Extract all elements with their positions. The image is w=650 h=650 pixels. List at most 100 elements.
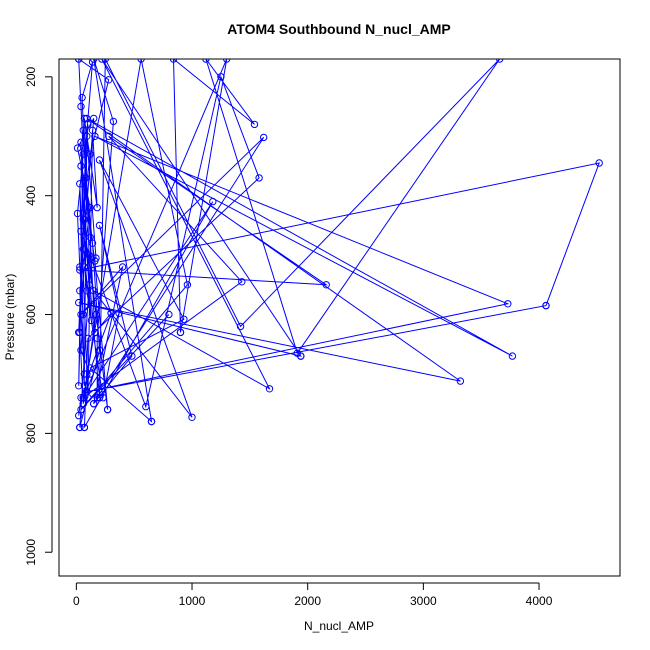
data-point xyxy=(95,156,104,164)
data-point xyxy=(137,59,145,63)
data-point xyxy=(99,394,107,402)
data-point xyxy=(81,174,90,182)
data-point xyxy=(169,59,178,63)
data-point xyxy=(98,59,106,63)
data-point xyxy=(75,382,83,390)
data-point xyxy=(80,114,89,123)
data-point xyxy=(265,385,274,393)
data-point xyxy=(238,278,246,286)
data-point xyxy=(188,413,196,421)
data-point xyxy=(77,346,85,354)
data-point xyxy=(75,298,83,307)
data-point xyxy=(118,263,127,271)
data-point xyxy=(508,352,517,360)
data-point xyxy=(496,59,504,63)
data-point xyxy=(81,144,90,152)
y-tick-label: 400 xyxy=(24,185,38,205)
data-point xyxy=(79,310,88,319)
data-point xyxy=(86,203,94,212)
data-point xyxy=(107,309,115,317)
data-point xyxy=(255,174,263,182)
plot-frame xyxy=(58,58,621,577)
data-point xyxy=(95,346,104,354)
data-point xyxy=(84,120,92,129)
data-point xyxy=(147,417,156,426)
data-point xyxy=(595,159,603,167)
data-point xyxy=(165,310,173,319)
data-point xyxy=(109,117,118,126)
data-point xyxy=(80,263,89,271)
data-point xyxy=(456,377,465,385)
data-point xyxy=(79,126,88,135)
data-point xyxy=(293,349,301,357)
data-point xyxy=(322,281,330,289)
data-point xyxy=(78,93,86,102)
data-point xyxy=(73,209,82,218)
data-point xyxy=(77,162,85,170)
data-point xyxy=(115,309,123,317)
data-point xyxy=(142,402,150,411)
data-point xyxy=(95,394,104,402)
data-point xyxy=(75,328,83,337)
data-point xyxy=(209,197,217,206)
data-point xyxy=(76,423,84,432)
data-point xyxy=(504,300,512,308)
data-point xyxy=(260,133,268,142)
data-point xyxy=(103,405,112,414)
data-point xyxy=(77,227,85,236)
series-line xyxy=(76,59,600,428)
x-axis: 0 1000 2000 3000 4000 xyxy=(73,582,553,608)
data-point xyxy=(223,59,231,63)
data-point xyxy=(77,405,85,414)
data-point xyxy=(90,59,98,63)
y-tick-label: 200 xyxy=(24,66,38,86)
data-point xyxy=(77,138,85,146)
data-point xyxy=(217,73,225,81)
series-layer xyxy=(73,59,603,432)
data-point xyxy=(77,102,85,111)
data-point xyxy=(92,310,100,319)
data-point xyxy=(80,382,89,390)
data-point xyxy=(105,76,113,84)
chart-title: ATOM4 Southbound N_nucl_AMP xyxy=(227,21,450,37)
data-point xyxy=(183,281,192,289)
data-point xyxy=(80,215,89,224)
data-point xyxy=(90,114,98,123)
data-point xyxy=(88,239,97,247)
data-point xyxy=(250,120,259,129)
data-point xyxy=(79,394,88,402)
x-tick-label: 0 xyxy=(73,594,80,608)
x-tick-label: 3000 xyxy=(410,594,437,608)
data-point xyxy=(76,287,84,295)
x-tick-label: 2000 xyxy=(294,594,321,608)
data-point xyxy=(176,328,185,337)
data-point xyxy=(85,251,93,259)
data-point xyxy=(90,400,98,408)
x-axis-label: N_nucl_AMP xyxy=(304,619,374,633)
x-tick-label: 1000 xyxy=(179,594,206,608)
data-point xyxy=(84,394,92,402)
data-point xyxy=(73,144,82,152)
y-tick-label: 1000 xyxy=(24,539,38,566)
data-point xyxy=(88,126,97,135)
data-point xyxy=(85,281,93,289)
x-tick-label: 4000 xyxy=(526,594,553,608)
data-point xyxy=(95,221,104,230)
data-point xyxy=(86,364,94,372)
y-tick-label: 800 xyxy=(24,423,38,443)
data-point xyxy=(92,254,100,262)
data-point xyxy=(76,263,84,271)
data-point xyxy=(93,394,101,402)
y-axis: 200 400 600 800 1000 xyxy=(24,66,53,566)
data-point xyxy=(87,316,96,325)
data-point xyxy=(91,328,99,337)
data-point xyxy=(83,132,91,141)
data-point xyxy=(236,322,245,331)
data-point xyxy=(93,203,101,212)
data-point xyxy=(101,59,109,63)
data-point xyxy=(542,301,550,310)
y-tick-label: 600 xyxy=(24,304,38,324)
data-point xyxy=(88,59,97,66)
data-point xyxy=(86,150,94,158)
